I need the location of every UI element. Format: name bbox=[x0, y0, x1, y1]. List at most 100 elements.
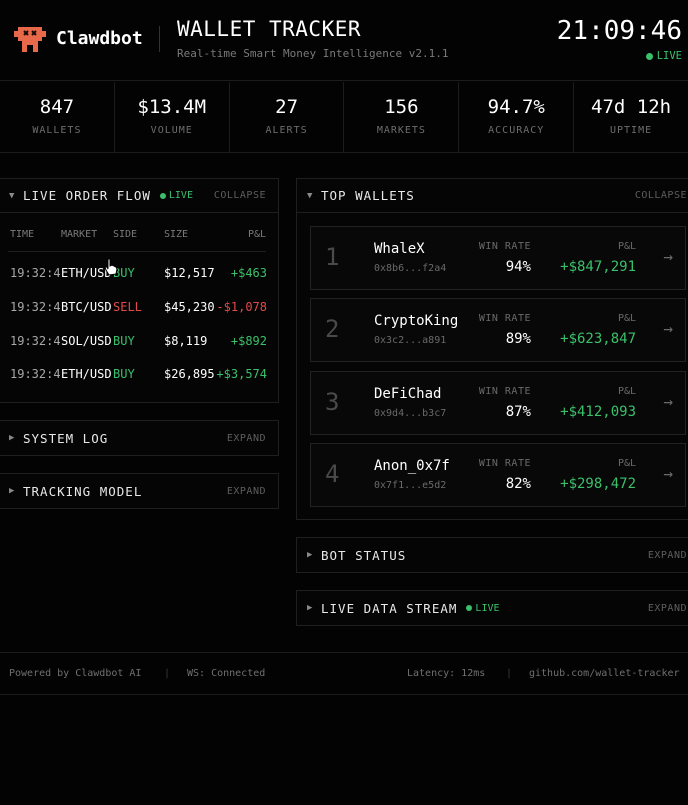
order-flow-title: LIVE ORDER FLOW bbox=[23, 188, 151, 203]
stat-value: 847 bbox=[39, 96, 75, 118]
wallet-rank: 2 bbox=[325, 315, 340, 343]
triangle-down-icon: ▼ bbox=[307, 190, 313, 201]
bot-status-title: BOT STATUS bbox=[321, 547, 407, 563]
wallet-card[interactable]: 3 DeFiChad 0x9d4...b3c7 WIN RATE 87% P&L… bbox=[310, 371, 686, 435]
stat-label: WALLETS bbox=[32, 125, 82, 136]
column-header-size: SIZE bbox=[164, 229, 189, 240]
page-subtitle: Real-time Smart Money Intelligence v2.1.… bbox=[177, 47, 449, 60]
stat-value: 156 bbox=[384, 96, 419, 118]
row-side: SELL bbox=[113, 300, 142, 314]
stat-label: MARKETS bbox=[376, 125, 426, 136]
triangle-down-icon: ▼ bbox=[9, 190, 15, 201]
latency-text: Latency: 12ms bbox=[407, 668, 486, 679]
wallet-card[interactable]: 4 Anon_0x7f 0x7f1...e5d2 WIN RATE 82% P&… bbox=[310, 443, 686, 507]
order-flow-header[interactable]: ▼ LIVE ORDER FLOW LIVE COLLAPSE bbox=[0, 179, 278, 213]
wallet-address: 0x7f1...e5d2 bbox=[374, 480, 447, 491]
wallet-address: 0x9d4...b3c7 bbox=[374, 408, 447, 419]
win-rate-label: WIN RATE bbox=[478, 313, 531, 324]
stats-bar: 847 WALLETS $13.4M VOLUME 27 ALERTS 156 … bbox=[0, 82, 688, 153]
powered-by-text: Powered by Clawdbot AI bbox=[9, 668, 142, 679]
table-row[interactable]: 19:32:4 SOL/USD BUY $8,119 +$892 bbox=[1, 334, 279, 356]
repo-link[interactable]: github.com/wallet-tracker bbox=[529, 668, 680, 679]
arrow-right-icon[interactable]: → bbox=[663, 319, 673, 338]
win-rate-value: 89% bbox=[505, 331, 531, 347]
triangle-right-icon: ▶ bbox=[307, 550, 313, 560]
top-wallets-panel: ▼ TOP WALLETS COLLAPSE 1 WhaleX 0x8b6...… bbox=[296, 178, 688, 520]
tracking-model-title: TRACKING MODEL bbox=[23, 483, 143, 499]
wallet-rank: 3 bbox=[325, 388, 340, 416]
stat-value: 27 bbox=[275, 96, 299, 118]
table-row[interactable]: 19:32:4 BTC/USD SELL $45,230 -$1,078 bbox=[1, 300, 279, 322]
bot-status-panel: ▶ BOT STATUS EXPAND bbox=[296, 537, 688, 573]
table-row[interactable]: 19:32:4 ETH/USD BUY $12,517 +$463 bbox=[1, 266, 279, 288]
pnl-value: +$847,291 bbox=[560, 259, 636, 275]
row-time: 19:32:4 bbox=[10, 266, 61, 280]
column-header-side: SIDE bbox=[113, 229, 138, 240]
triangle-right-icon: ▶ bbox=[9, 486, 15, 496]
wallet-rank: 4 bbox=[325, 460, 340, 488]
live-label: LIVE bbox=[168, 190, 193, 201]
system-log-header[interactable]: ▶ SYSTEM LOG EXPAND bbox=[0, 421, 278, 455]
wallet-address: 0x3c2...a891 bbox=[374, 335, 447, 346]
live-data-stream-panel: ▶ LIVE DATA STREAM LIVE EXPAND bbox=[296, 590, 688, 626]
stat-value: $13.4M bbox=[137, 96, 207, 118]
robot-claw-icon bbox=[14, 27, 46, 52]
top-wallets-title: TOP WALLETS bbox=[321, 188, 415, 203]
collapse-button[interactable]: COLLAPSE bbox=[634, 190, 687, 201]
live-label: LIVE bbox=[656, 50, 682, 62]
hand-cursor-icon bbox=[104, 258, 118, 276]
stat-label: VOLUME bbox=[150, 125, 193, 136]
win-rate-label: WIN RATE bbox=[478, 386, 531, 397]
wallet-name: Anon_0x7f bbox=[374, 458, 450, 474]
pnl-value: +$298,472 bbox=[560, 476, 636, 492]
footer-separator: | bbox=[164, 668, 171, 679]
ws-status: WS: Connected bbox=[187, 668, 266, 679]
order-flow-panel: ▼ LIVE ORDER FLOW LIVE COLLAPSE TIME MAR… bbox=[0, 178, 279, 403]
row-size: $45,230 bbox=[164, 300, 215, 314]
wallet-address: 0x8b6...f2a4 bbox=[374, 263, 447, 274]
row-market: ETH/USD bbox=[61, 266, 112, 280]
table-row[interactable]: 19:32:4 ETH/USD BUY $26,895 +$3,574 bbox=[1, 367, 279, 389]
bot-status-header[interactable]: ▶ BOT STATUS EXPAND bbox=[297, 538, 688, 572]
wallet-card[interactable]: 1 WhaleX 0x8b6...f2a4 WIN RATE 94% P&L +… bbox=[310, 226, 686, 290]
live-dot-icon bbox=[159, 192, 166, 199]
row-time: 19:32:4 bbox=[10, 334, 61, 348]
stat-accuracy: 94.7% ACCURACY bbox=[459, 82, 575, 152]
pnl-value: +$623,847 bbox=[560, 331, 636, 347]
live-label: LIVE bbox=[475, 602, 500, 614]
tracking-model-header[interactable]: ▶ TRACKING MODEL EXPAND bbox=[0, 474, 278, 508]
win-rate-value: 82% bbox=[505, 476, 531, 492]
app-header: Clawdbot WALLET TRACKER Real-time Smart … bbox=[0, 0, 688, 81]
expand-button[interactable]: EXPAND bbox=[226, 432, 266, 444]
tracking-model-panel: ▶ TRACKING MODEL EXPAND bbox=[0, 473, 279, 509]
stat-value: 94.7% bbox=[487, 96, 545, 118]
system-log-title: SYSTEM LOG bbox=[23, 430, 109, 446]
footer: Powered by Clawdbot AI | WS: Connected L… bbox=[0, 652, 688, 695]
row-pnl: +$3,574 bbox=[216, 367, 267, 381]
win-rate-label: WIN RATE bbox=[478, 241, 531, 252]
expand-button[interactable]: EXPAND bbox=[647, 602, 687, 614]
arrow-right-icon[interactable]: → bbox=[663, 392, 673, 411]
pnl-label: P&L bbox=[617, 313, 636, 324]
row-size: $26,895 bbox=[164, 367, 215, 381]
brand-name: Clawdbot bbox=[56, 28, 143, 49]
live-data-stream-header[interactable]: ▶ LIVE DATA STREAM LIVE EXPAND bbox=[297, 591, 688, 625]
pnl-label: P&L bbox=[617, 241, 636, 252]
arrow-right-icon[interactable]: → bbox=[663, 247, 673, 266]
system-log-panel: ▶ SYSTEM LOG EXPAND bbox=[0, 420, 279, 456]
footer-separator: | bbox=[506, 668, 513, 679]
expand-button[interactable]: EXPAND bbox=[226, 485, 266, 497]
pnl-value: +$412,093 bbox=[560, 404, 636, 420]
collapse-button[interactable]: COLLAPSE bbox=[213, 190, 266, 201]
row-side: BUY bbox=[113, 266, 135, 280]
page-title: WALLET TRACKER bbox=[177, 17, 362, 41]
win-rate-label: WIN RATE bbox=[478, 458, 531, 469]
expand-button[interactable]: EXPAND bbox=[647, 549, 687, 561]
row-market: BTC/USD bbox=[61, 300, 112, 314]
wallet-card[interactable]: 2 CryptoKing 0x3c2...a891 WIN RATE 89% P… bbox=[310, 298, 686, 362]
win-rate-value: 94% bbox=[505, 259, 531, 275]
table-divider bbox=[8, 251, 266, 252]
arrow-right-icon[interactable]: → bbox=[663, 464, 673, 483]
top-wallets-header[interactable]: ▼ TOP WALLETS COLLAPSE bbox=[297, 179, 688, 213]
row-market: SOL/USD bbox=[61, 334, 112, 348]
